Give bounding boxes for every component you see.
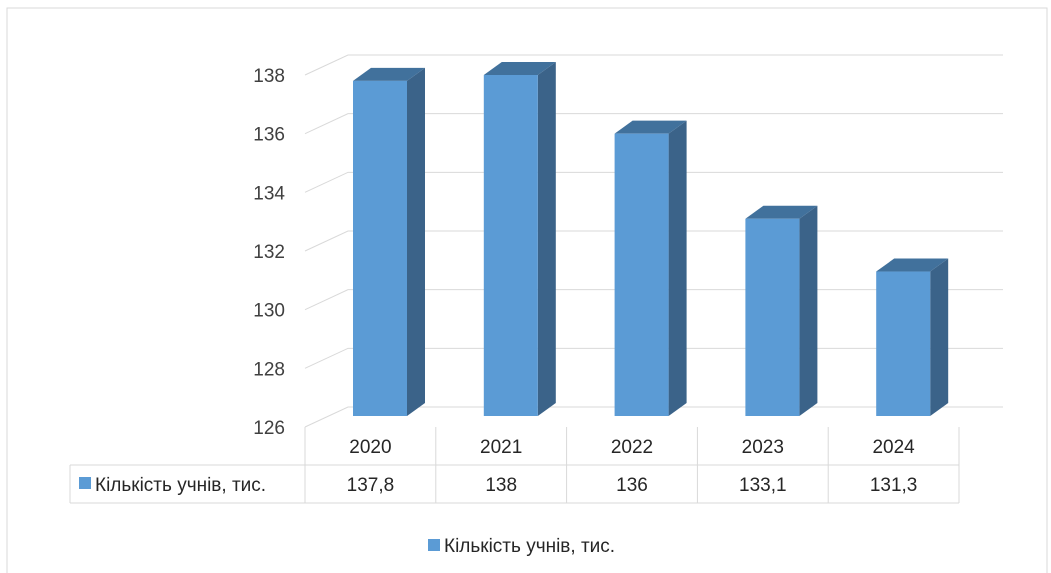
bar-front-2023 bbox=[745, 218, 800, 416]
y-tick-label-134: 134 bbox=[253, 183, 285, 204]
y-tick-label-128: 128 bbox=[253, 359, 285, 380]
bar-top-2022 bbox=[614, 120, 687, 134]
bar-2023 bbox=[745, 205, 818, 416]
y-axis-tick-labels: 126 128 130 132 134 136 138 bbox=[253, 66, 285, 439]
gridline-134 bbox=[304, 171, 1003, 193]
bar-side-2024 bbox=[930, 258, 949, 416]
x-tick-label-2024: 2024 bbox=[872, 437, 915, 458]
table-value-2022: 136 bbox=[616, 475, 648, 496]
x-tick-label-2020: 2020 bbox=[349, 437, 391, 458]
bar-2020 bbox=[353, 67, 425, 416]
y-tick-label-136: 136 bbox=[253, 125, 285, 146]
bar-top-2023 bbox=[745, 205, 818, 219]
x-tick-label-2021: 2021 bbox=[480, 437, 522, 458]
gridline-138 bbox=[304, 54, 1003, 76]
legend: Кількість учнів, тис. bbox=[428, 536, 615, 557]
table-value-2020: 137,8 bbox=[347, 475, 395, 496]
bar-side-2020 bbox=[407, 67, 425, 416]
bar-side-2022 bbox=[668, 120, 687, 417]
table-value-2024: 131,3 bbox=[870, 475, 918, 496]
legend-entry-label: Кількість учнів, тис. bbox=[444, 536, 615, 557]
x-tick-label-2022: 2022 bbox=[611, 437, 653, 458]
bar-2021 bbox=[483, 62, 556, 416]
y-tick-label-138: 138 bbox=[253, 66, 285, 87]
y-tick-label-132: 132 bbox=[253, 242, 285, 263]
bar-front-2020 bbox=[353, 80, 407, 416]
bar-front-2024 bbox=[876, 271, 931, 416]
x-tick-label-2023: 2023 bbox=[742, 437, 784, 458]
bar-side-2021 bbox=[537, 62, 556, 416]
table-value-2021: 138 bbox=[485, 475, 517, 496]
bar-front-2021 bbox=[483, 75, 538, 416]
gridlines bbox=[304, 54, 1003, 428]
y-tick-label-130: 130 bbox=[253, 301, 285, 322]
gridline-136 bbox=[304, 113, 1003, 135]
y-tick-label-126: 126 bbox=[253, 418, 285, 439]
bar-top-2020 bbox=[353, 67, 425, 81]
table-series-key bbox=[79, 477, 91, 489]
bar-side-2023 bbox=[799, 205, 818, 416]
data-table: 2020 137,8 2021 138 2022 136 2023 133,1 2024 131,… bbox=[69, 427, 960, 504]
bar-front-2022 bbox=[614, 133, 669, 416]
legend-key bbox=[428, 539, 440, 551]
bar-top-2021 bbox=[483, 62, 556, 75]
bar-2022 bbox=[614, 120, 687, 417]
table-value-2023: 133,1 bbox=[739, 475, 787, 496]
bar-top-2024 bbox=[876, 258, 949, 272]
bars bbox=[353, 62, 949, 417]
table-series-name: Кількість учнів, тис. bbox=[95, 475, 266, 496]
bar-2024 bbox=[876, 258, 949, 416]
